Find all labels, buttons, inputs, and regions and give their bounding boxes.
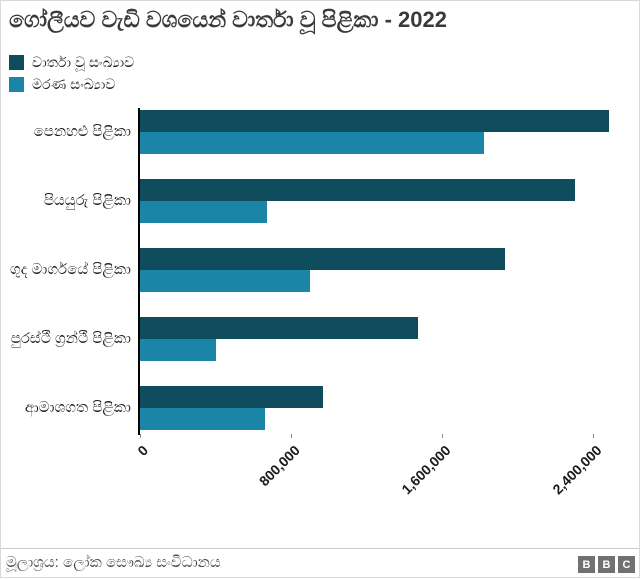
bar-group bbox=[140, 179, 635, 223]
category-labels: පෙනහළු පිළිකා පියයුරු පිළිකා ගුද මාර්ගයේ ප… bbox=[1, 1, 131, 579]
bar-reported bbox=[140, 179, 575, 201]
bbc-logo-block: B bbox=[578, 556, 595, 573]
bar-deaths bbox=[140, 270, 311, 292]
x-tick-label: 0 bbox=[134, 442, 152, 459]
category-label: ගුද මාර්ගයේ පිළිකා bbox=[10, 261, 131, 278]
chart-title: ගෝලීයව වැඩි වශයෙන් වාර්තා වූ පිළිකා - 20… bbox=[9, 7, 447, 32]
legend: වාර්තා වූ සංඛ්‍යාව මරණ සංඛ්‍යාව bbox=[9, 51, 134, 95]
legend-item-reported: වාර්තා වූ සංඛ්‍යාව bbox=[9, 51, 134, 73]
bar-deaths bbox=[140, 201, 267, 223]
legend-swatch-reported-icon bbox=[9, 54, 24, 70]
bbc-logo-block: B bbox=[598, 556, 615, 573]
bar-deaths bbox=[140, 132, 484, 154]
category-label: පෙනහළු පිළිකා bbox=[33, 123, 131, 140]
category-label: පුරස්ථී ග්‍රන්ථී පිළිකා bbox=[10, 330, 131, 347]
bar-deaths bbox=[140, 408, 265, 430]
x-tick-label: 1,600,000 bbox=[398, 442, 454, 498]
plot-area bbox=[138, 108, 635, 435]
bar-reported bbox=[140, 386, 324, 408]
x-tick-mark bbox=[140, 434, 141, 438]
x-tick-label: 800,000 bbox=[255, 442, 303, 490]
legend-item-deaths: මරණ සංඛ්‍යාව bbox=[9, 73, 134, 95]
bar-deaths bbox=[140, 339, 216, 361]
source-credit: මූලාශ්‍රය: ලෝක සෞඛ්‍ය සංවිධානය bbox=[6, 554, 221, 571]
bar-group bbox=[140, 386, 635, 430]
bar-group bbox=[140, 248, 635, 292]
footer-divider bbox=[1, 548, 639, 549]
x-tick-label: 2,400,000 bbox=[549, 442, 605, 498]
legend-label-deaths: මරණ සංඛ්‍යාව bbox=[32, 75, 116, 92]
bbc-logo-block: C bbox=[618, 556, 635, 573]
legend-label-reported: වාර්තා වූ සංඛ්‍යාව bbox=[32, 53, 135, 70]
bar-reported bbox=[140, 317, 418, 339]
legend-swatch-deaths-icon bbox=[9, 76, 24, 92]
y-axis-line bbox=[138, 108, 140, 435]
bar-reported bbox=[140, 248, 505, 270]
category-label: ආමාශගත පිළිකා bbox=[24, 399, 131, 416]
x-tick-mark bbox=[593, 434, 595, 438]
x-tick-mark bbox=[442, 434, 444, 438]
bar-group bbox=[140, 110, 635, 154]
category-label: පියයුරු පිළිකා bbox=[43, 192, 131, 209]
x-tick-mark bbox=[291, 434, 293, 438]
bar-group bbox=[140, 317, 635, 361]
bar-reported bbox=[140, 110, 609, 132]
